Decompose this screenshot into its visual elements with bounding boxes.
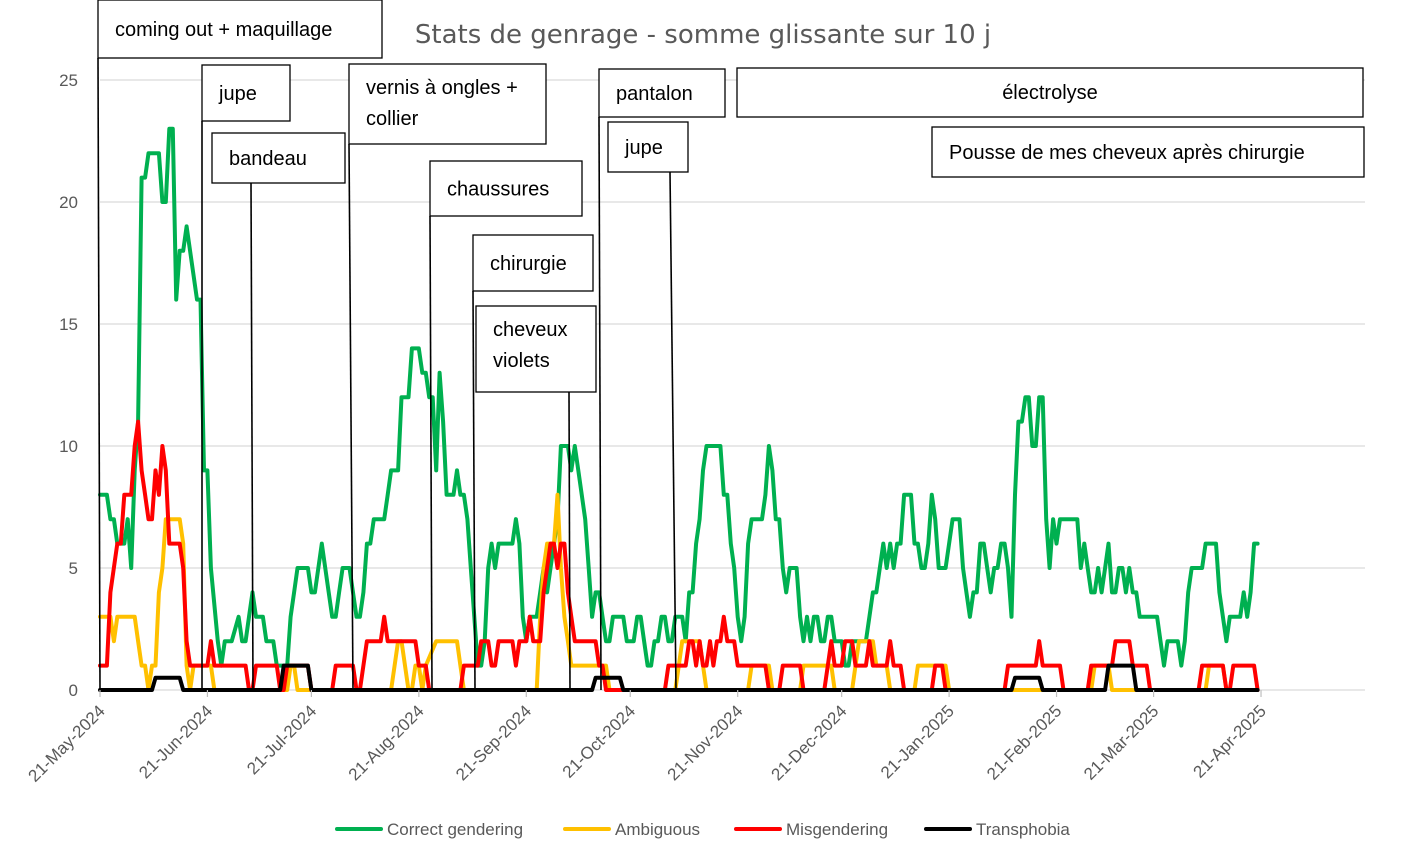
- annotation-leader-line: [472, 290, 476, 691]
- annotation-label: jupe: [218, 83, 257, 105]
- series-line-transphobia: [98, 663, 1260, 692]
- annotation-leader-line: [669, 171, 677, 691]
- annotation-label: vernis à ongles + collier: [366, 77, 518, 130]
- chart-title: Stats de genrage - somme glissante sur 1…: [415, 20, 991, 50]
- annotations: coming out + maquillage jupe bandeau vernis…: [97, 0, 1365, 691]
- annotation-leader-line: [598, 116, 602, 691]
- y-tick-label: 20: [59, 193, 78, 212]
- annotation-label: pantalon: [616, 83, 693, 105]
- annotation-leader-line: [429, 215, 433, 691]
- legend: Correct gendering Ambiguous Misgendering Tr…: [335, 820, 1070, 839]
- annotation-box: [598, 68, 726, 118]
- legend-label: Misgendering: [786, 820, 888, 839]
- annotation-box: [607, 121, 689, 173]
- annotation-leader-line: [568, 391, 571, 691]
- annotation-box: [97, 0, 383, 59]
- annotation-box: [211, 132, 346, 184]
- y-tick-label: 10: [59, 437, 78, 456]
- y-axis: 0 5 10 15 20 25: [59, 71, 78, 700]
- legend-label: Transphobia: [976, 820, 1070, 839]
- annotation-label: bandeau: [229, 148, 307, 170]
- annotation-label: chirurgie: [490, 253, 567, 275]
- annotation-leader-line: [250, 182, 254, 691]
- y-tick-label: 0: [69, 681, 78, 700]
- annotation-leader-line: [97, 57, 101, 691]
- annotation-box: [348, 63, 547, 145]
- annotation-box: [475, 305, 597, 393]
- annotation-box: [472, 234, 594, 292]
- annotation-label: électrolyse: [1002, 82, 1098, 104]
- annotation-leader-line: [348, 143, 354, 691]
- y-tick-label: 15: [59, 315, 78, 334]
- y-tick-label: 5: [69, 559, 78, 578]
- annotation-label: Pousse de mes cheveux après chirurgie: [949, 142, 1305, 164]
- y-tick-label: 25: [59, 71, 78, 90]
- annotation-box: [931, 126, 1365, 178]
- annotation-label: chaussures: [447, 179, 549, 201]
- legend-label: Correct gendering: [387, 820, 523, 839]
- annotation-box: [736, 67, 1364, 118]
- annotation-box: [201, 64, 291, 122]
- annotation-label: cheveux violets: [493, 319, 568, 372]
- annotation-label: coming out + maquillage: [115, 19, 332, 41]
- series-line-correct-gendering: [98, 126, 1260, 668]
- annotation-label: jupe: [624, 137, 663, 159]
- legend-label: Ambiguous: [615, 820, 700, 839]
- annotation-box: [429, 160, 583, 217]
